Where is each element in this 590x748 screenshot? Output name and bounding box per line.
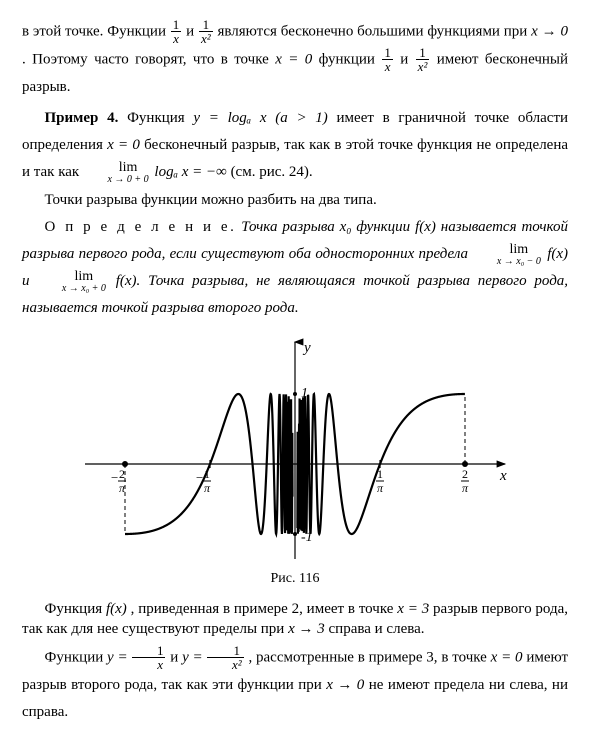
math-expr: x → 0 (531, 23, 568, 39)
figure-svg: 1 -1 y x 0 − 2 π − 1 π 1 π (75, 334, 515, 564)
text: являются бесконечно большими функциями п… (217, 23, 531, 39)
text: и (186, 23, 198, 39)
axis-label-x: x (499, 468, 507, 484)
math-expr: x → 3 (288, 621, 325, 637)
text: . Поэтому часто говорят, что в точке (22, 51, 275, 67)
svg-text:2: 2 (119, 467, 125, 481)
svg-text:π: π (204, 481, 211, 495)
para-5: Функция f(x) , приведенная в примере 2, … (22, 599, 568, 640)
limit: limx → x₀ − 0 (474, 243, 541, 267)
text: Функция (45, 601, 106, 617)
figure-caption: Рис. 116 (22, 570, 568, 589)
para-3: Точки разрыва функции можно разбить на д… (22, 190, 568, 210)
math-expr: y = logₐ x (a > 1) (193, 110, 327, 126)
example-label: Пример 4. (45, 110, 119, 126)
para-4-definition: О п р е д е л е н и е. Точка разрыва x₀ … (22, 214, 568, 322)
fraction: 1x² (207, 644, 243, 672)
text: и (400, 51, 414, 67)
math-expr: x = 0 (491, 649, 523, 665)
axis-label-y: y (302, 340, 311, 356)
math-expr: logₐ x = −∞ (154, 164, 226, 180)
fraction: 1x (132, 644, 165, 672)
text: функции (319, 51, 382, 67)
text: Функция (127, 110, 193, 126)
math-expr: f(x). (116, 273, 141, 289)
svg-text:−: − (111, 470, 118, 485)
math-expr: y = (182, 649, 206, 665)
text: , рассмотренные в примере 3, в точке (248, 649, 490, 665)
fraction: 1x (171, 18, 182, 46)
svg-text:2: 2 (462, 467, 468, 481)
text: (см. рис. 24). (231, 164, 313, 180)
limit: limx → 0 + 0 (85, 161, 149, 185)
math-expr: x = 0 (275, 51, 312, 67)
math-expr: x = 0 (107, 137, 140, 153)
figure-116: 1 -1 y x 0 − 2 π − 1 π 1 π (22, 334, 568, 564)
math-expr: x = 3 (397, 601, 429, 617)
text: Функции (45, 649, 108, 665)
x-tick-pos2pi: 2 π (461, 467, 469, 495)
limit: limx → x₀ + 0 (39, 270, 106, 294)
text: в этой точке. Функции (22, 23, 170, 39)
text: и (170, 649, 182, 665)
math-expr: y = (107, 649, 131, 665)
para-6: Функции y = 1x и y = 1x² , рассмотренные… (22, 644, 568, 726)
text: справа и слева. (329, 621, 425, 637)
svg-text:π: π (462, 481, 469, 495)
svg-text:π: π (377, 481, 384, 495)
para-2: Пример 4. Функция y = logₐ x (a > 1) име… (22, 105, 568, 186)
math-expr: x → 0 (326, 677, 364, 693)
definition-label: О п р е д е л е н и е. (45, 219, 237, 235)
svg-text:π: π (119, 481, 126, 495)
math-expr: f(x) (106, 601, 127, 617)
fraction: 1x² (416, 46, 430, 74)
text: , приведенная в примере 2, имеет в точке (131, 601, 398, 617)
x-tick-neg2pi: − 2 π (111, 467, 126, 495)
fraction: 1x (382, 46, 393, 74)
fraction: 1x² (199, 18, 213, 46)
para-1: в этой точке. Функции 1x и 1x² являются … (22, 18, 568, 101)
